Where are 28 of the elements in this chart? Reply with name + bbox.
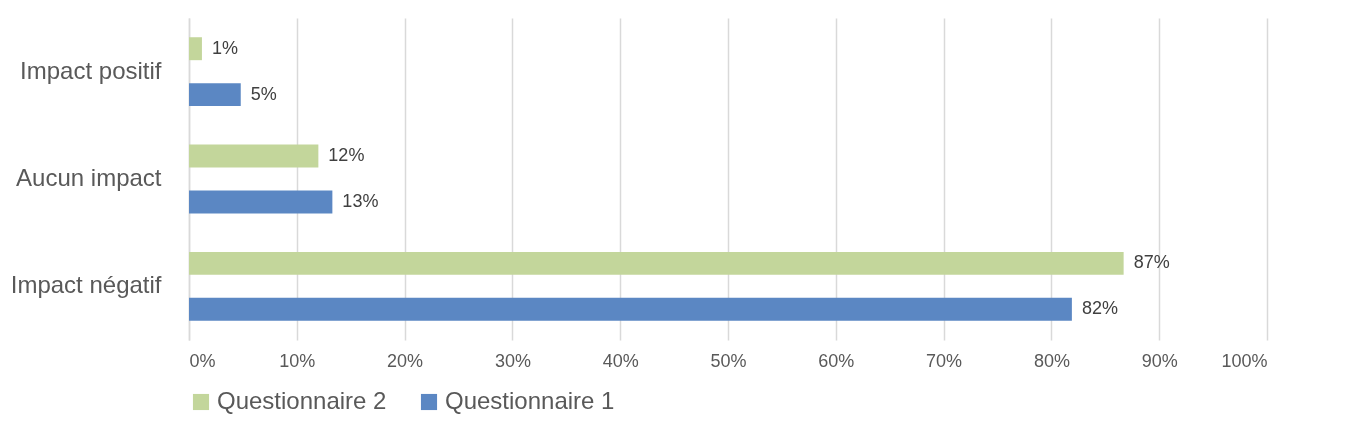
x-tick-label: 100% xyxy=(1221,350,1268,371)
y-tick-label: Impact négatif xyxy=(10,271,162,299)
legend-label: Questionnaire 2 xyxy=(217,387,387,414)
data-label: 13% xyxy=(342,190,379,211)
data-label: 82% xyxy=(1081,298,1118,319)
bar xyxy=(189,37,202,61)
x-tick-label: 0% xyxy=(189,350,216,371)
bar xyxy=(189,83,241,107)
legend-label: Questionnaire 1 xyxy=(445,387,615,414)
bar xyxy=(189,190,333,214)
y-tick-label: Impact positif xyxy=(20,56,162,84)
x-tick-label: 60% xyxy=(818,350,855,371)
data-label: 87% xyxy=(1133,252,1170,273)
bar xyxy=(189,251,1124,275)
bar xyxy=(189,297,1072,321)
x-tick-label: 20% xyxy=(387,350,424,371)
data-label: 12% xyxy=(328,145,365,166)
data-label: 5% xyxy=(250,83,277,104)
x-tick-label: 80% xyxy=(1033,350,1070,371)
x-tick-label: 70% xyxy=(926,350,963,371)
x-tick-label: 10% xyxy=(279,350,316,371)
data-label: 1% xyxy=(211,37,238,58)
bar xyxy=(189,144,319,168)
x-tick-label: 90% xyxy=(1141,350,1178,371)
x-tick-label: 50% xyxy=(710,350,747,371)
x-tick-label: 40% xyxy=(602,350,639,371)
x-tick-label: 30% xyxy=(494,350,531,371)
y-tick-label: Aucun impact xyxy=(16,164,162,191)
